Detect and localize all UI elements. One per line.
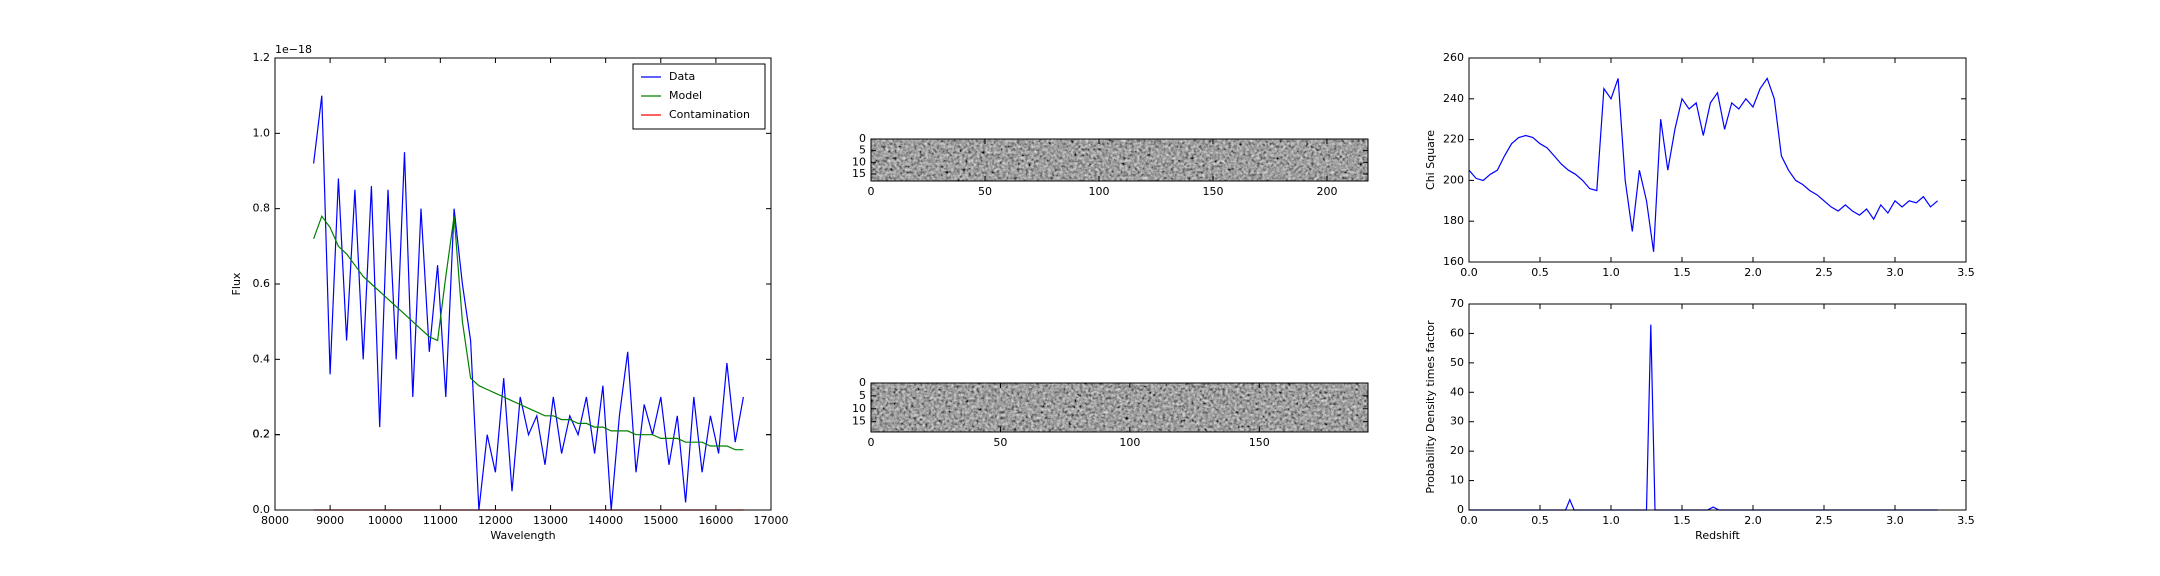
y-tick-label: 0.2 (253, 428, 271, 441)
axes-frame (1468, 57, 1967, 263)
x-tick-label: 0.5 (1531, 266, 1549, 279)
x-tick-label: 2.0 (1744, 514, 1762, 527)
x-tick-label: 12000 (478, 514, 513, 527)
x-tick-label: 1.0 (1602, 266, 1620, 279)
y-tick-label: 240 (1443, 92, 1464, 105)
x-tick-label: 17000 (754, 514, 789, 527)
y-tick-label: 10 (1450, 474, 1464, 487)
y-tick-label: 10 (852, 402, 866, 415)
x-tick-label: 16000 (698, 514, 733, 527)
y-axis-label: Probability Density times factor (1424, 320, 1437, 494)
y-axis-label: Chi Square (1424, 130, 1437, 190)
data-line (1469, 324, 1938, 511)
legend-label: Data (669, 70, 695, 83)
data-line (1468, 77, 1938, 252)
y-tick-label: 30 (1450, 415, 1464, 428)
x-tick-label: 3.5 (1957, 266, 1975, 279)
y-tick-label: 5 (859, 389, 866, 402)
y-axis-label: Flux (230, 272, 243, 295)
x-tick-label: 0.5 (1531, 514, 1549, 527)
x-axis-label: Redshift (1695, 529, 1740, 542)
x-tick-label: 200 (1316, 185, 1337, 198)
x-tick-label: 150 (1202, 185, 1223, 198)
y-tick-label: 70 (1450, 297, 1464, 310)
x-tick-label: 0.0 (1460, 514, 1478, 527)
x-tick-label: 2.0 (1744, 266, 1762, 279)
x-tick-label: 15000 (643, 514, 678, 527)
x-tick-label: 14000 (588, 514, 623, 527)
y-tick-label: 10 (852, 155, 866, 168)
axes-frame (1468, 303, 1967, 511)
x-tick-label: 9000 (316, 514, 344, 527)
y-tick-label: 180 (1443, 214, 1464, 227)
x-tick-label: 50 (993, 436, 1007, 449)
y-tick-label: 0.0 (253, 503, 271, 516)
x-tick-label: 100 (1119, 436, 1140, 449)
data-line (313, 214, 744, 451)
x-tick-label: 3.5 (1957, 514, 1975, 527)
x-tick-label: 3.0 (1886, 266, 1904, 279)
x-tick-label: 10000 (368, 514, 403, 527)
y-tick-label: 1.0 (253, 126, 271, 139)
x-tick-label: 1.5 (1673, 266, 1691, 279)
offset-text: 1e−18 (275, 43, 312, 56)
legend-label: Model (669, 89, 702, 102)
y-tick-label: 40 (1450, 385, 1464, 398)
x-tick-label: 0 (868, 185, 875, 198)
spectrum-image (871, 139, 1368, 181)
axes-frame (870, 382, 1369, 433)
legend-label: Contamination (669, 108, 750, 121)
x-tick-label: 11000 (423, 514, 458, 527)
x-tick-label: 2.5 (1815, 266, 1833, 279)
x-axis-label: Wavelength (490, 529, 555, 542)
y-tick-label: 200 (1443, 173, 1464, 186)
x-tick-label: 13000 (533, 514, 568, 527)
y-tick-label: 0.6 (253, 277, 271, 290)
y-tick-label: 0 (1457, 503, 1464, 516)
x-tick-label: 50 (978, 185, 992, 198)
y-tick-label: 220 (1443, 133, 1464, 146)
x-tick-label: 150 (1249, 436, 1270, 449)
y-tick-label: 0.4 (253, 352, 271, 365)
y-tick-label: 5 (859, 144, 866, 157)
x-tick-label: 0 (868, 436, 875, 449)
x-tick-label: 100 (1088, 185, 1109, 198)
x-tick-label: 2.5 (1815, 514, 1833, 527)
y-tick-label: 1.2 (253, 51, 271, 64)
y-tick-label: 20 (1450, 444, 1464, 457)
x-tick-label: 0.0 (1460, 266, 1478, 279)
x-tick-label: 3.0 (1886, 514, 1904, 527)
spectrum-image (871, 383, 1368, 432)
y-tick-label: 15 (852, 415, 866, 428)
y-tick-label: 0.8 (253, 202, 271, 215)
x-tick-label: 8000 (261, 514, 289, 527)
y-tick-label: 260 (1443, 51, 1464, 64)
y-tick-label: 50 (1450, 356, 1464, 369)
y-tick-label: 60 (1450, 326, 1464, 339)
y-tick-label: 15 (852, 167, 866, 180)
x-tick-label: 1.5 (1673, 514, 1691, 527)
y-tick-label: 0 (859, 132, 866, 145)
y-tick-label: 0.2 (253, 428, 271, 441)
y-tick-label: 0 (859, 376, 866, 389)
x-tick-label: 1.0 (1602, 514, 1620, 527)
data-line (313, 95, 744, 511)
axes-frame (870, 138, 1369, 182)
y-tick-label: 160 (1443, 255, 1464, 268)
